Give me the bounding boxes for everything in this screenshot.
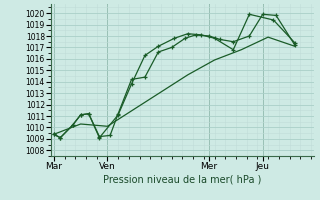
X-axis label: Pression niveau de la mer( hPa ): Pression niveau de la mer( hPa ) [103,174,261,184]
